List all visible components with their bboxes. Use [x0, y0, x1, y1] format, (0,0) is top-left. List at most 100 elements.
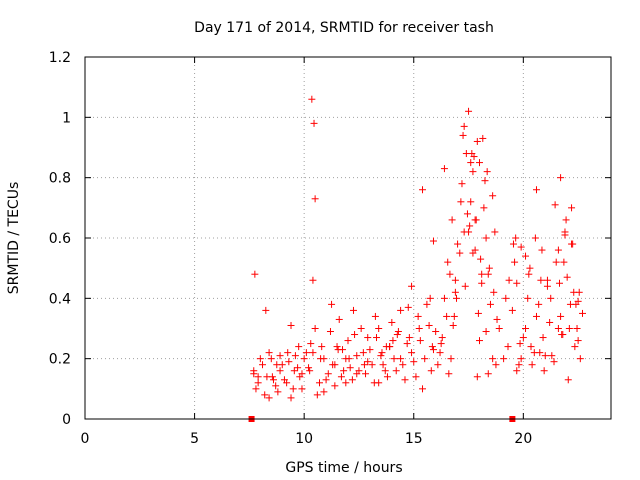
data-point — [469, 168, 477, 176]
data-point — [450, 312, 458, 320]
data-point — [532, 312, 540, 320]
data-point — [289, 385, 297, 393]
data-point — [438, 334, 446, 342]
data-point — [568, 204, 576, 212]
data-point — [547, 294, 555, 302]
data-point — [306, 367, 314, 375]
data-point — [492, 361, 500, 369]
data-point — [554, 246, 562, 254]
data-point — [268, 373, 276, 381]
data-point — [493, 315, 501, 323]
data-point — [262, 306, 270, 314]
data-point — [451, 288, 459, 296]
data-point — [381, 367, 389, 375]
data-point — [388, 318, 396, 326]
data-point — [508, 306, 516, 314]
data-point — [473, 137, 481, 145]
data-point — [550, 358, 558, 366]
data-point — [348, 376, 356, 384]
data-point — [408, 282, 416, 290]
data-point — [423, 300, 431, 308]
data-point — [397, 355, 405, 363]
data-point — [465, 107, 473, 115]
data-point — [532, 186, 540, 194]
data-point — [394, 328, 402, 336]
data-point — [554, 325, 562, 332]
data-point — [440, 294, 448, 302]
data-point — [404, 303, 412, 311]
data-point — [537, 276, 545, 284]
data-point — [476, 337, 483, 345]
data-point — [284, 349, 292, 357]
data-point — [283, 379, 291, 387]
data-point — [551, 201, 559, 209]
data-point — [390, 355, 398, 363]
data-point — [565, 325, 573, 332]
data-point — [546, 318, 554, 326]
data-point — [428, 343, 436, 351]
data-point — [375, 325, 383, 332]
data-point — [513, 367, 521, 375]
data-point — [326, 328, 334, 336]
data-point — [252, 385, 260, 393]
data-point — [265, 394, 273, 402]
data-point — [482, 328, 490, 336]
data-point — [349, 306, 357, 314]
data-point — [465, 228, 473, 236]
data-point — [302, 349, 310, 357]
data-point — [566, 300, 574, 308]
data-point — [500, 355, 508, 363]
data-point — [383, 373, 391, 381]
data-point — [563, 273, 571, 281]
data-point — [495, 325, 503, 332]
data-point — [543, 276, 551, 284]
data-point — [364, 334, 372, 342]
data-point — [575, 288, 583, 296]
data-point — [308, 95, 316, 103]
data-point — [273, 361, 281, 369]
data-point — [470, 153, 478, 161]
data-point — [360, 361, 368, 369]
y-tick-label: 0.8 — [49, 171, 71, 187]
data-point — [504, 343, 512, 351]
data-point — [272, 382, 280, 390]
data-point — [576, 355, 584, 363]
data-point — [269, 376, 277, 384]
data-point — [522, 252, 530, 260]
data-point — [421, 355, 429, 363]
data-point — [536, 349, 544, 357]
data-point — [408, 349, 416, 357]
data-point — [405, 334, 413, 342]
data-point — [463, 210, 471, 218]
data-point — [261, 391, 269, 399]
data-point — [451, 276, 459, 284]
data-point — [335, 315, 343, 323]
data-point — [324, 370, 332, 378]
data-point — [344, 337, 352, 345]
data-point — [541, 352, 549, 360]
data-point — [366, 346, 374, 354]
data-point — [569, 240, 577, 248]
data-point — [543, 282, 551, 290]
data-point — [316, 379, 324, 387]
data-point — [466, 222, 474, 230]
data-point — [317, 355, 325, 363]
data-point — [287, 394, 295, 402]
data-point — [351, 331, 359, 339]
data-point — [489, 355, 497, 363]
data-point — [461, 282, 469, 290]
data-point — [552, 258, 560, 266]
data-point — [254, 373, 262, 381]
data-point — [456, 249, 464, 257]
data-point — [512, 234, 520, 242]
grid-lines — [85, 57, 611, 419]
data-point — [515, 361, 523, 369]
data-point — [459, 131, 467, 139]
data-point — [476, 159, 483, 167]
data-point — [511, 258, 519, 266]
data-point — [478, 270, 486, 278]
data-point — [331, 361, 339, 369]
data-point — [571, 343, 579, 351]
data-point — [485, 264, 493, 272]
data-point — [276, 352, 284, 360]
